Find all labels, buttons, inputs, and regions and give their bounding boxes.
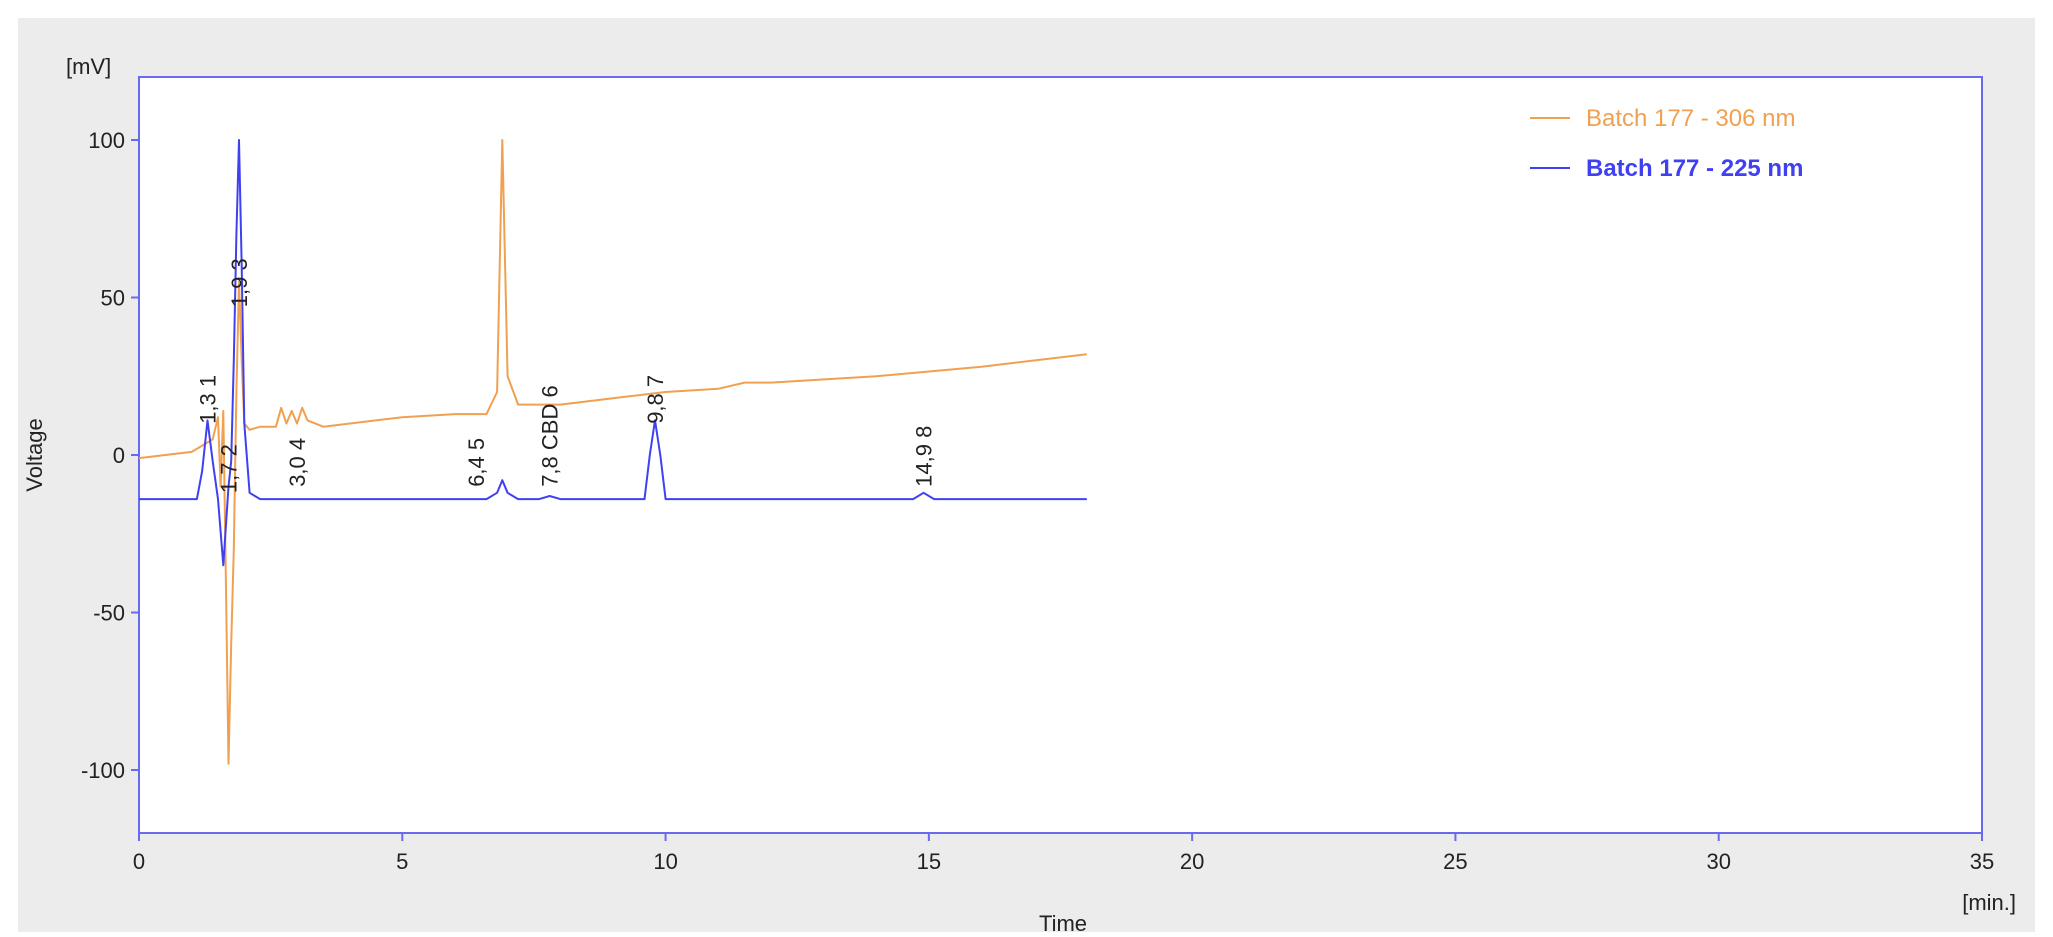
peak-label-1: 1,9 3 <box>227 258 252 307</box>
peak-label-3: 3,0 4 <box>285 438 310 487</box>
peak-label-2: 1,7 2 <box>217 444 242 493</box>
x-tick-label-7: 35 <box>1970 849 1994 874</box>
x-axis-ticks: 0 5 10 15 20 25 30 35 <box>133 833 1994 874</box>
legend: Batch 177 - 306 nm Batch 177 - 225 nm <box>1530 105 1803 182</box>
y-tick-label-0: -100 <box>81 758 125 783</box>
peak-label-6: 9,8 7 <box>643 375 668 424</box>
y-axis-ticks: -100 -50 0 50 100 <box>81 128 139 783</box>
peak-label-layer: 1,3 1 1,9 3 1,7 2 3,0 4 6,4 5 7,8 CBD 6 9,8 7 1… <box>195 258 936 493</box>
y-tick-label-1: -50 <box>93 601 125 626</box>
x-tick-label-4: 20 <box>1180 849 1204 874</box>
legend-label-0: Batch 177 - 306 nm <box>1586 105 1795 132</box>
x-tick-label-3: 15 <box>917 849 941 874</box>
x-axis-title: Time <box>1039 911 1087 932</box>
y-tick-label-3: 50 <box>101 286 125 311</box>
peak-label-4: 6,4 5 <box>464 438 489 487</box>
x-tick-label-0: 0 <box>133 849 145 874</box>
peak-label-7: 14,9 8 <box>912 426 937 487</box>
x-tick-label-5: 25 <box>1443 849 1467 874</box>
x-tick-label-6: 30 <box>1706 849 1730 874</box>
x-tick-label-2: 10 <box>653 849 677 874</box>
y-tick-label-2: 0 <box>113 443 125 468</box>
plot-area <box>138 76 1983 834</box>
legend-label-1: Batch 177 - 225 nm <box>1586 155 1803 182</box>
y-tick-label-4: 100 <box>88 128 125 153</box>
series-layer <box>138 139 1087 765</box>
x-tick-label-1: 5 <box>396 849 408 874</box>
x-unit-label: [min.] <box>1962 890 2016 915</box>
y-axis-title: Voltage <box>22 418 47 491</box>
peak-label-0: 1,3 1 <box>195 375 220 424</box>
y-unit-label: [mV] <box>66 54 111 79</box>
series-line-1 <box>139 139 1087 567</box>
peak-label-5: 7,8 CBD 6 <box>538 385 563 487</box>
